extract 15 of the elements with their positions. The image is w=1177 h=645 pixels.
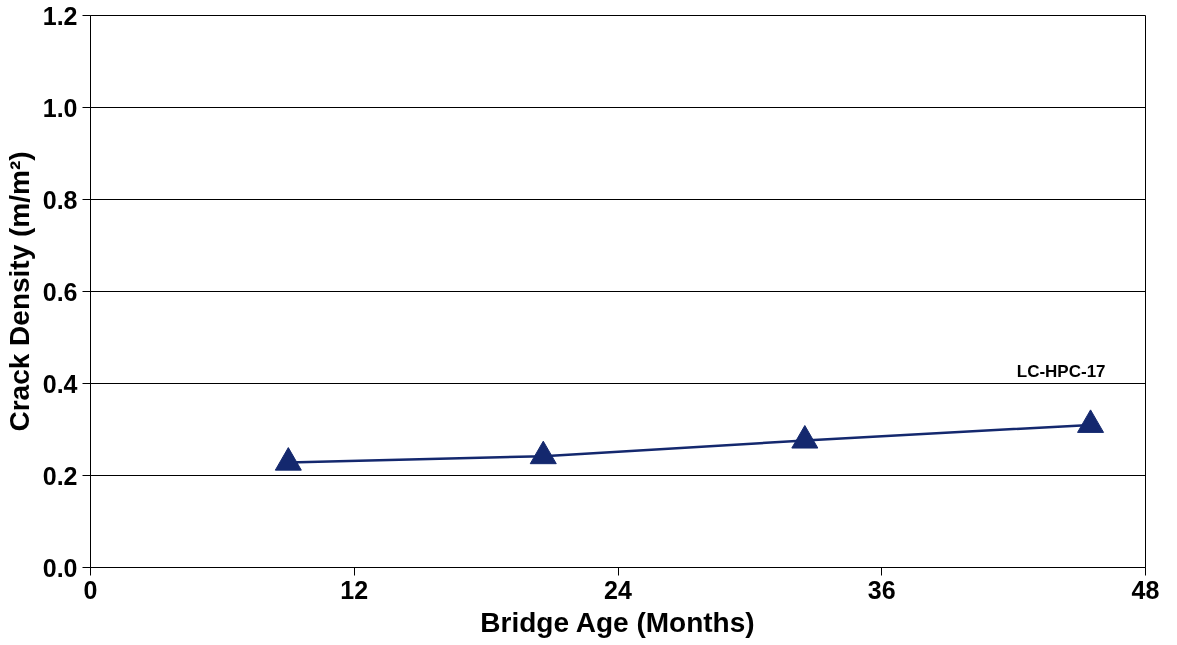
x-tick-label: 24 — [604, 575, 632, 604]
x-tick-label: 0 — [83, 575, 98, 604]
x-tick-label: 48 — [1131, 575, 1160, 604]
y-tick-label: 0.0 — [42, 553, 78, 582]
y-tick-label: 0.2 — [42, 461, 78, 490]
x-axis-title: Bridge Age (Months) — [480, 606, 755, 638]
series-label: LC-HPC-17 — [1016, 361, 1106, 381]
x-tick-label: 36 — [867, 575, 896, 604]
y-tick-label: 1.0 — [42, 93, 78, 122]
y-tick-label: 0.4 — [42, 369, 78, 398]
y-tick-label: 1.2 — [42, 1, 78, 30]
y-tick-label: 0.8 — [42, 185, 78, 214]
y-axis-title: Crack Density (m/m²) — [3, 151, 35, 432]
y-tick-label: 0.6 — [42, 277, 78, 306]
x-tick-label: 12 — [340, 575, 369, 604]
